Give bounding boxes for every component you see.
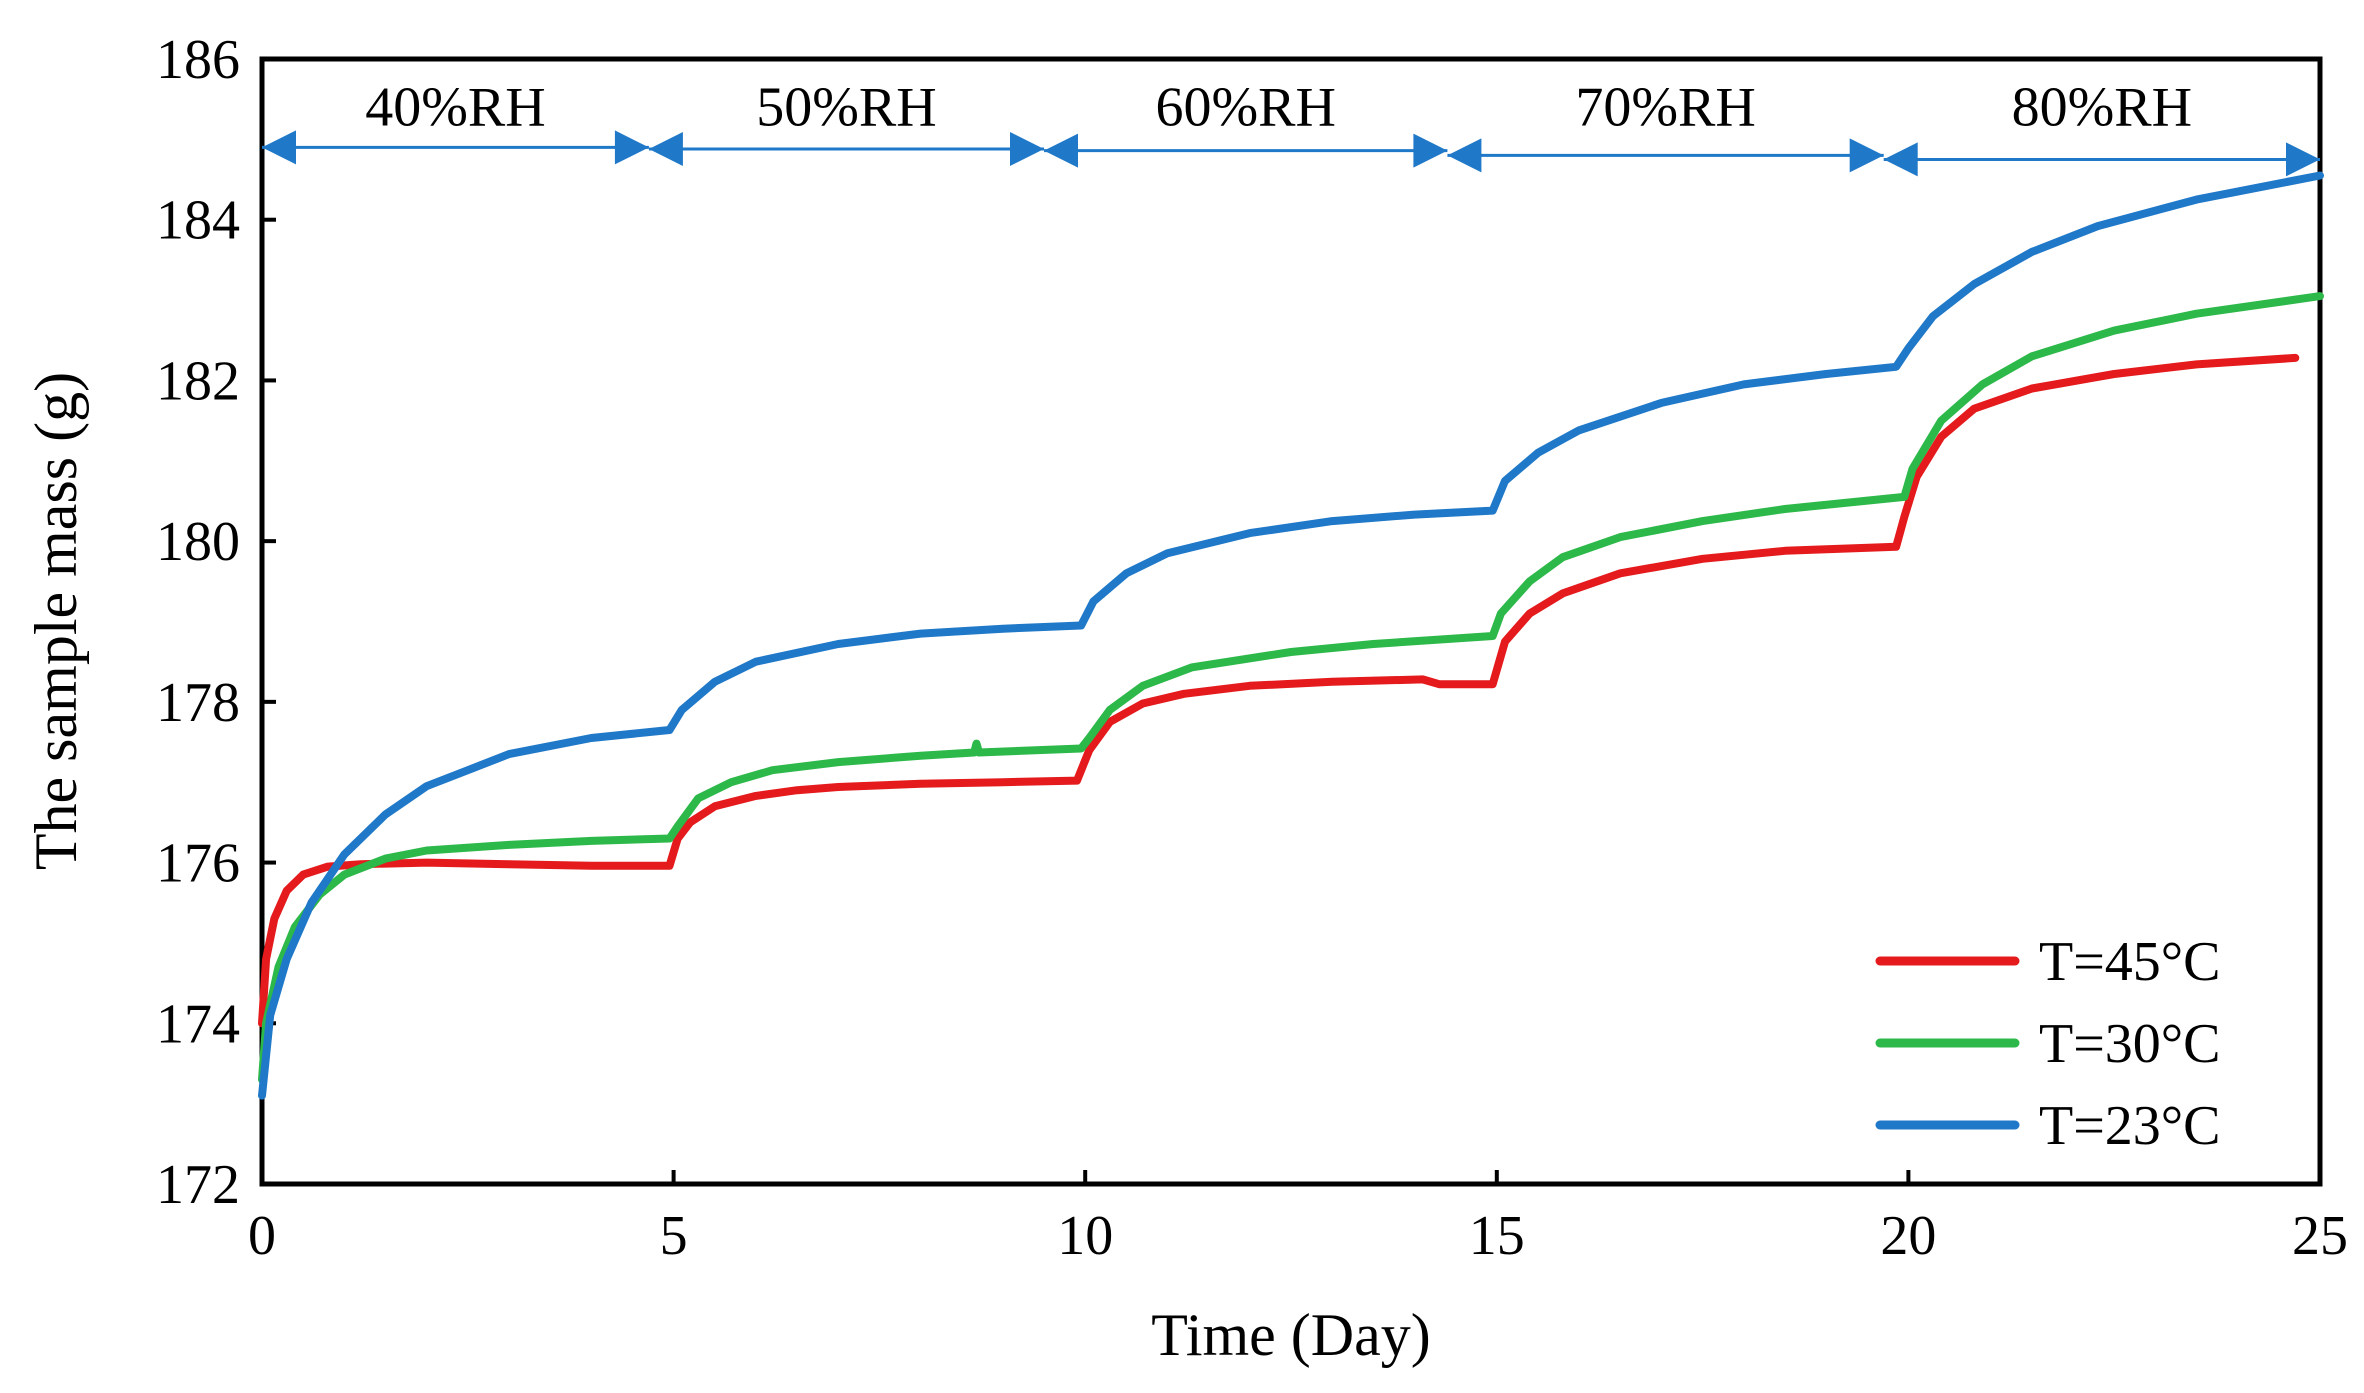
stage-label: 80%RH [2012,77,2192,139]
y-axis: 172 174 176 178 180 182 184 186 [156,29,276,1216]
y-tick-label: 186 [156,29,240,91]
series-line-3 [258,171,2324,1100]
stage-arrow-head [1010,132,1044,166]
series-line-1 [258,353,2300,1028]
stage-label: 50%RH [756,77,936,139]
x-tick-label: 20 [1880,1205,1936,1267]
y-tick-label: 178 [156,672,240,734]
humidity-stages: 40%RH 50%RH 60%RH 70%RH 80%RH [262,77,2320,177]
x-axis-title: Time (Day) [1151,1302,1430,1368]
stage-arrow-head [1447,138,1482,173]
x-tick-label: 25 [2292,1205,2348,1267]
stage-arrow-head [2286,142,2320,177]
y-tick-label: 184 [156,190,240,252]
legend-label: T=30°C [2039,1013,2221,1075]
y-tick-label: 180 [156,511,240,573]
stage-label: 60%RH [1155,77,1335,139]
stage-arrow-head [648,132,683,166]
legend-label: T=45°C [2039,931,2221,993]
series-line-2 [258,292,2324,1084]
stage-arrow-head [1044,133,1078,168]
stage-arrow-head [614,130,649,165]
stage-label: 70%RH [1575,77,1755,139]
legend-label: T=23°C [2039,1095,2221,1157]
stage-arrow-head [262,130,296,165]
series-group [258,171,2324,1100]
x-tick-label: 5 [660,1205,688,1267]
stage-arrow-head [1849,138,1884,173]
x-tick-label: 10 [1057,1205,1113,1267]
y-tick-label: 176 [156,833,240,895]
stage-arrow-head [1883,142,1918,177]
stage-arrow-head [1413,133,1448,168]
stage-label: 40%RH [365,77,545,139]
x-tick-label: 0 [248,1205,276,1267]
y-tick-label: 182 [156,350,240,412]
x-tick-label: 15 [1469,1205,1525,1267]
plot-frame [259,56,2323,1187]
y-tick-label: 174 [156,993,240,1055]
plot-area [259,56,2323,1187]
y-tick-label: 172 [156,1154,240,1216]
x-axis: 0 5 10 15 20 25 [248,1170,2348,1267]
legend: T=45°C T=30°C T=23°C [1875,931,2221,1157]
y-axis-title: The sample mass (g) [23,372,89,870]
